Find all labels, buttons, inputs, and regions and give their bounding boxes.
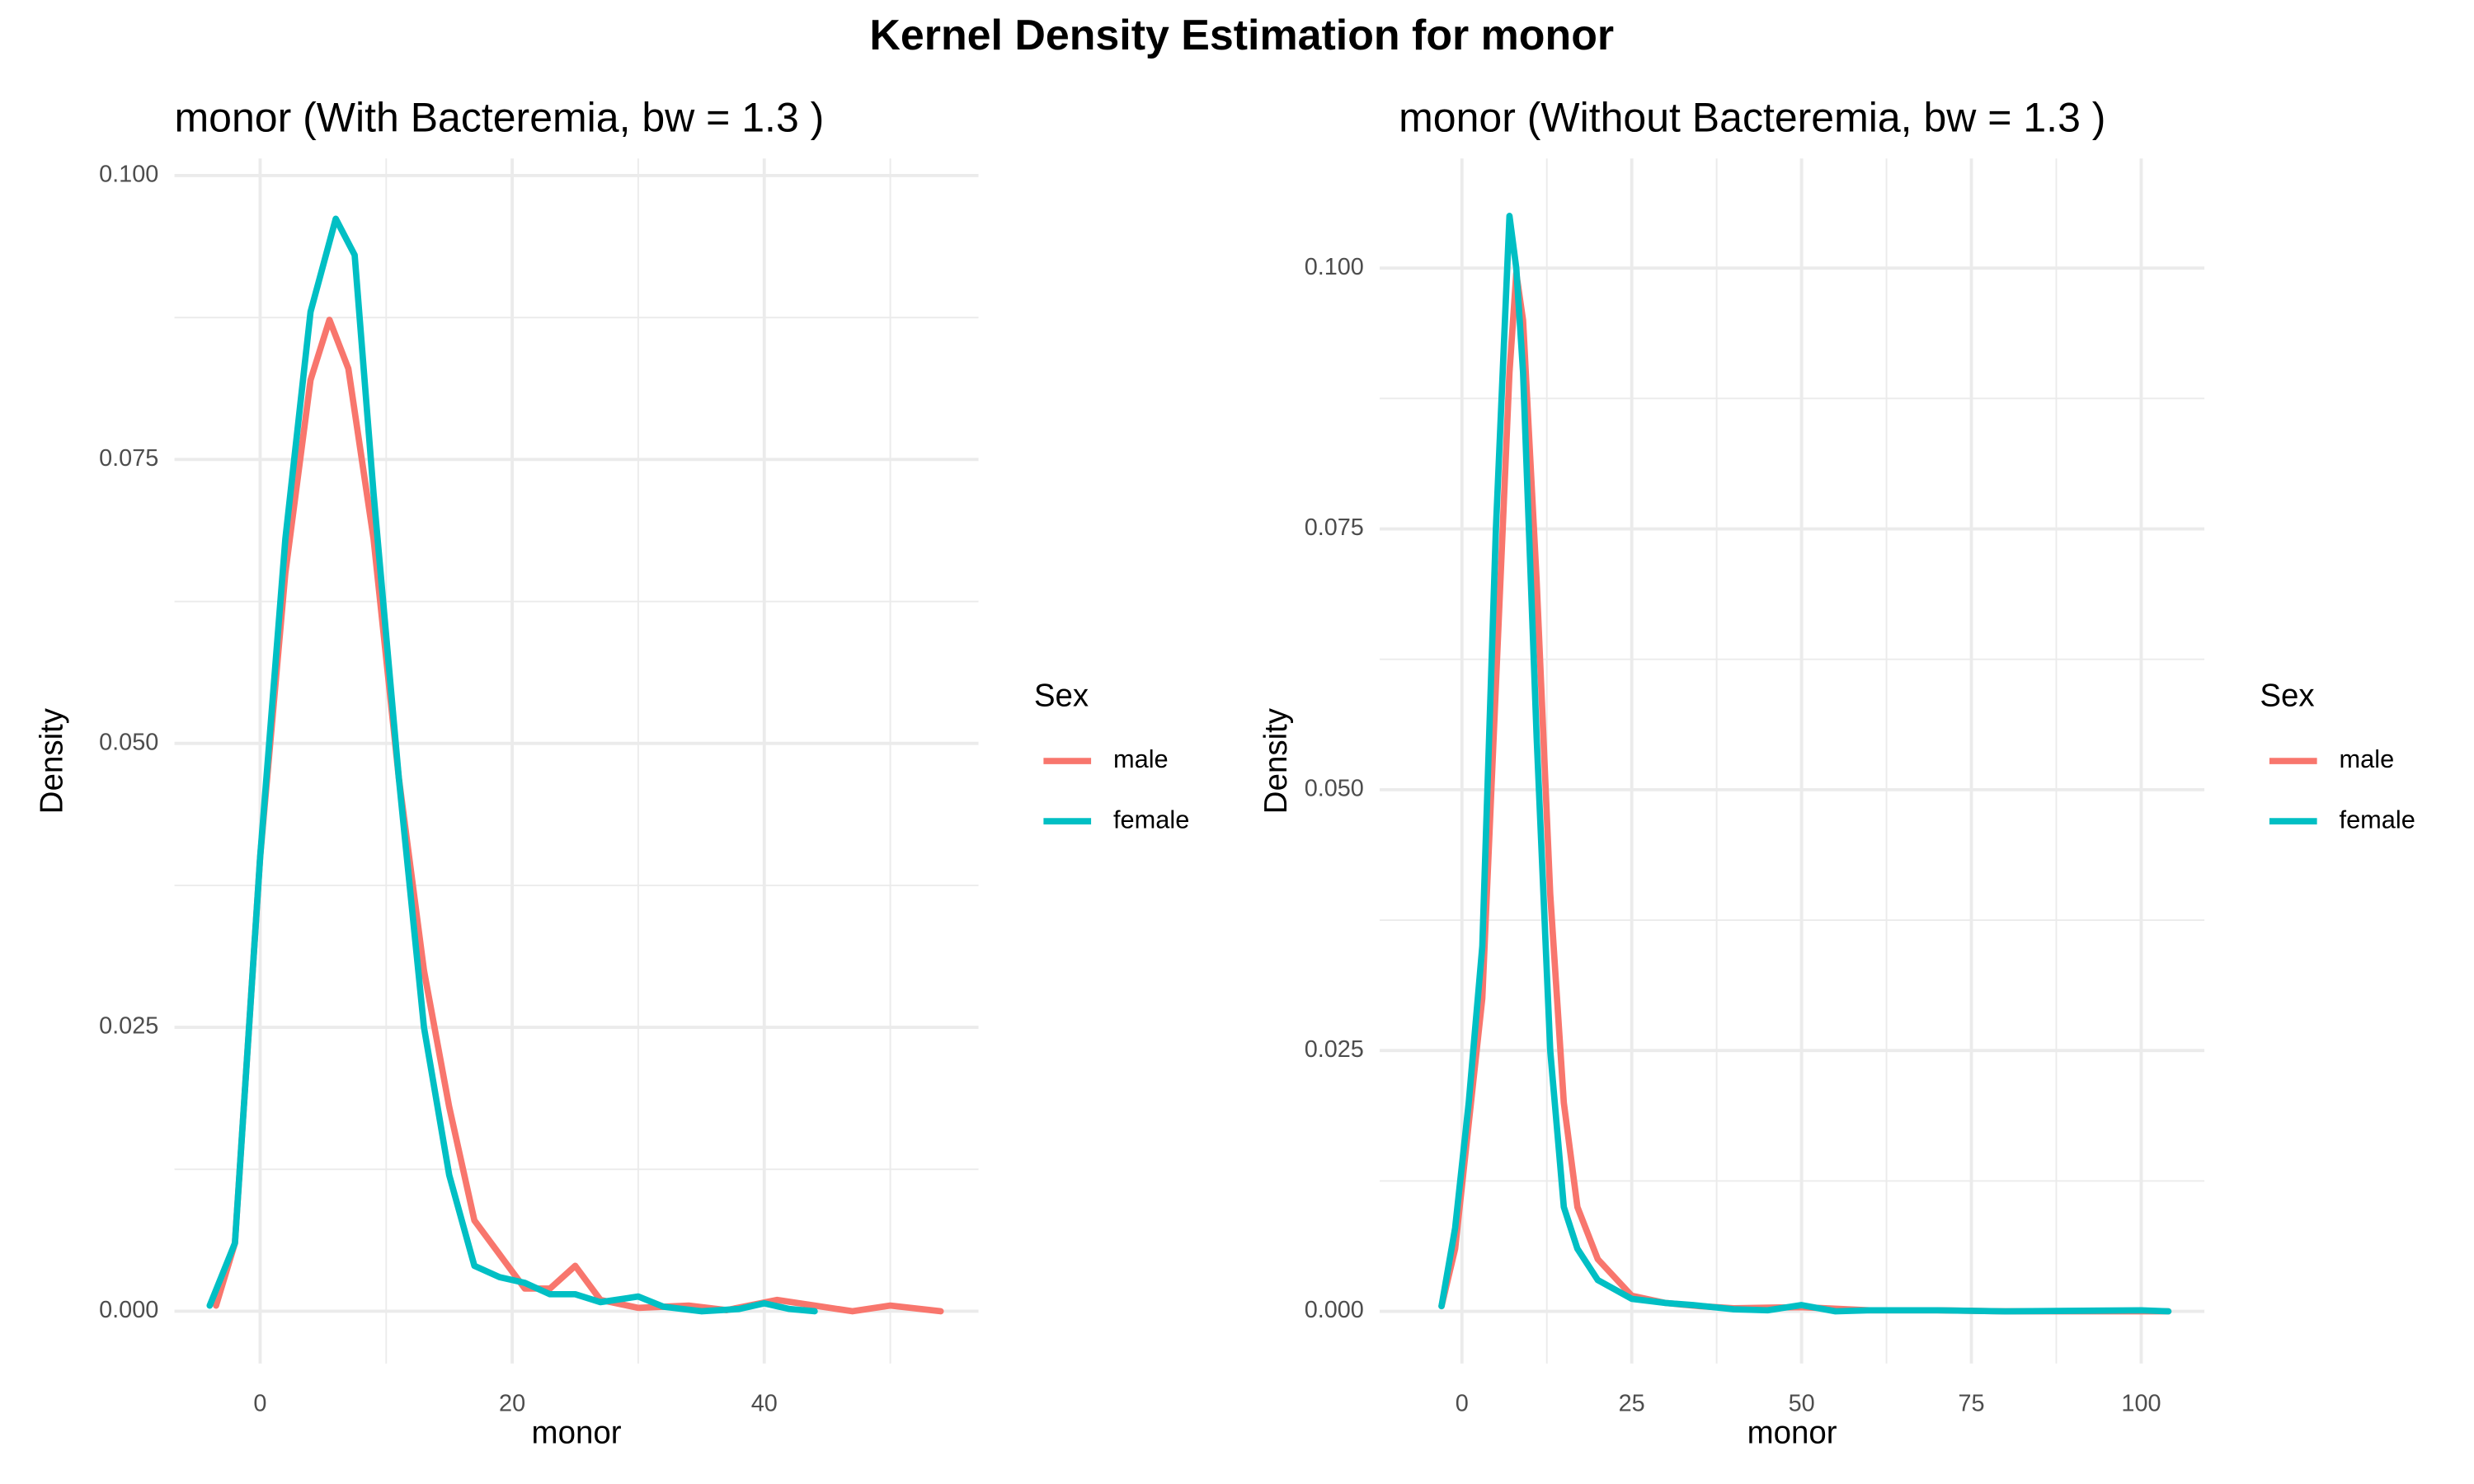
y-tick-label: 0.000	[99, 1297, 158, 1323]
x-tick-label: 0	[253, 1390, 266, 1416]
x-tick-label: 50	[1789, 1390, 1815, 1416]
x-tick-label: 0	[1456, 1390, 1469, 1416]
y-axis-label: Density	[1258, 707, 1294, 814]
y-tick-label: 0.050	[99, 729, 158, 755]
panel-title: monor (Without Bacteremia, bw = 1.3 )	[1399, 94, 2105, 140]
legend-title: Sex	[1034, 678, 1089, 713]
y-tick-label: 0.100	[1305, 254, 1364, 280]
legend-title: Sex	[2260, 678, 2314, 713]
y-axis-label: Density	[35, 707, 70, 814]
legend-label: male	[1113, 744, 1169, 773]
legend-label: female	[1113, 805, 1189, 834]
y-tick-label: 0.100	[99, 162, 158, 188]
x-tick-label: 75	[1959, 1390, 1985, 1416]
x-axis-label: monor	[532, 1416, 622, 1451]
y-tick-label: 0.025	[1305, 1036, 1364, 1063]
density-line	[206, 215, 818, 1315]
y-tick-label: 0.075	[99, 445, 158, 472]
figure-title: Kernel Density Estimation for monor	[869, 12, 1614, 59]
y-tick-label: 0.000	[1305, 1297, 1364, 1323]
x-axis-label: monor	[1747, 1416, 1837, 1451]
x-tick-label: 100	[2121, 1390, 2161, 1416]
density-line	[1438, 213, 2172, 1315]
y-tick-label: 0.050	[1305, 776, 1364, 802]
x-tick-label: 25	[1619, 1390, 1645, 1416]
x-tick-label: 20	[499, 1390, 525, 1416]
density-line	[213, 317, 944, 1315]
panel-title: monor (With Bacteremia, bw = 1.3 )	[175, 94, 825, 140]
legend-label: male	[2340, 744, 2395, 773]
x-tick-label: 40	[751, 1390, 778, 1416]
y-tick-label: 0.025	[99, 1013, 158, 1040]
y-tick-label: 0.075	[1305, 514, 1364, 541]
legend-label: female	[2340, 805, 2415, 834]
